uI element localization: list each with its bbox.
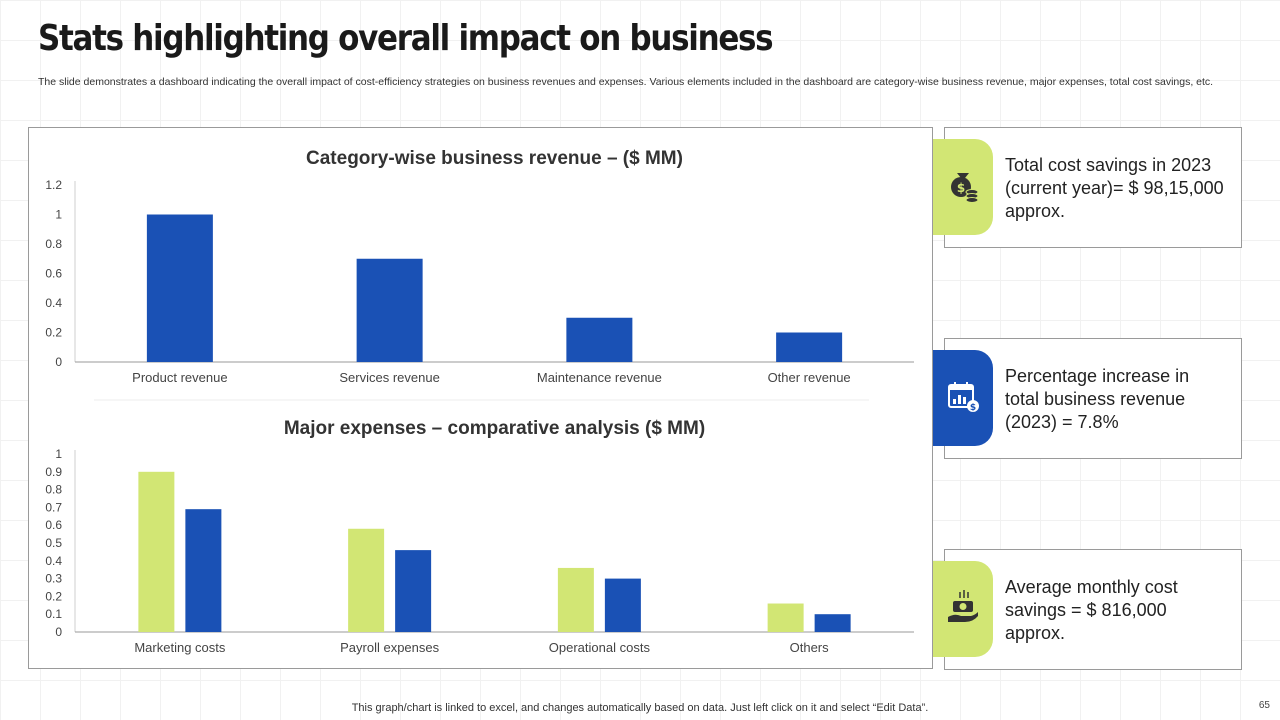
- chart2-ytick-label: 0.8: [45, 483, 62, 497]
- chart2-ytick-label: 0.1: [45, 607, 62, 621]
- chart1-ytick-label: 1: [55, 208, 62, 222]
- chart1-category-label: Services revenue: [339, 370, 439, 385]
- chart2-title: Major expenses – comparative analysis ($…: [284, 418, 705, 439]
- chart1-ytick-label: 0.2: [45, 326, 62, 340]
- chart2-ytick-label: 0.2: [45, 589, 62, 603]
- money-bag-icon: $: [945, 167, 981, 208]
- chart2-ytick-label: 0.3: [45, 572, 62, 586]
- stat-tab-revenue-increase: $: [933, 350, 993, 446]
- stat-text-monthly-savings: Average monthly cost savings = $ 816,000…: [1005, 577, 1178, 643]
- chart2-bar-series2: [604, 578, 641, 632]
- chart2-category-label: Payroll expenses: [340, 640, 439, 655]
- chart2-category-label: Operational costs: [549, 640, 651, 655]
- stat-card-monthly-savings: Average monthly cost savings = $ 816,000…: [944, 549, 1242, 670]
- chart1-bar: [776, 332, 843, 362]
- chart2-ytick-label: 0.9: [45, 465, 62, 479]
- hand-money-icon: [945, 589, 981, 630]
- chart1-ytick-label: 0.6: [45, 267, 62, 281]
- stat-text-total-savings: Total cost savings in 2023 (current year…: [1005, 155, 1224, 221]
- chart1-bar: [146, 214, 213, 362]
- chart1-ytick-label: 1.2: [45, 178, 62, 192]
- chart2-ytick-label: 0: [55, 625, 62, 639]
- footer-note: This graph/chart is linked to excel, and…: [351, 702, 929, 714]
- chart1-bar: [566, 317, 633, 362]
- svg-text:$: $: [957, 181, 965, 195]
- stat-card-total-savings: Total cost savings in 2023 (current year…: [944, 127, 1242, 248]
- chart1-ytick-label: 0: [55, 355, 62, 369]
- stat-tab-total-savings: $: [933, 139, 993, 235]
- chart1-category-label: Product revenue: [132, 370, 227, 385]
- chart2-ytick-label: 0.6: [45, 518, 62, 532]
- chart2-ytick-label: 0.5: [45, 536, 62, 550]
- stat-tab-monthly-savings: [933, 561, 993, 657]
- chart1-title: Category-wise business revenue – ($ MM): [306, 148, 683, 169]
- chart2-bar-series1: [138, 471, 175, 632]
- chart2-ytick-label: 0.4: [45, 554, 62, 568]
- page-title: Stats highlighting overall impact on bus…: [38, 18, 774, 59]
- page-subtitle: The slide demonstrates a dashboard indic…: [38, 76, 1214, 88]
- chart1-category-label: Other revenue: [768, 370, 851, 385]
- chart2-category-label: Marketing costs: [134, 640, 226, 655]
- chart2-bar-series1: [767, 603, 804, 632]
- chart2-ytick-label: 1: [55, 447, 62, 461]
- chart2-category-label: Others: [790, 640, 830, 655]
- chart1-ytick-label: 0.4: [45, 296, 62, 310]
- stat-text-revenue-increase: Percentage increase in total business re…: [1005, 366, 1190, 432]
- page-number: 65: [1258, 700, 1270, 711]
- stat-card-revenue-increase: Percentage increase in total business re…: [944, 338, 1242, 459]
- chart2-ytick-label: 0.7: [45, 500, 62, 514]
- chart2-bar-series1: [557, 567, 594, 632]
- chart2-bar-series2: [814, 614, 851, 632]
- chart1-ytick-label: 0.8: [45, 237, 62, 251]
- chart1-category-label: Maintenance revenue: [537, 370, 662, 385]
- chart2-bar-series2: [185, 509, 222, 632]
- chart2-bar-series2: [395, 550, 432, 632]
- charts-canvas: Category-wise business revenue – ($ MM) 0…: [45, 148, 914, 655]
- calendar-chart-icon: $: [945, 378, 981, 419]
- chart2-bar-series1: [348, 528, 385, 632]
- svg-text:$: $: [970, 403, 976, 413]
- charts-panel: Category-wise business revenue – ($ MM) 0…: [28, 127, 933, 669]
- chart1-bar: [356, 258, 423, 362]
